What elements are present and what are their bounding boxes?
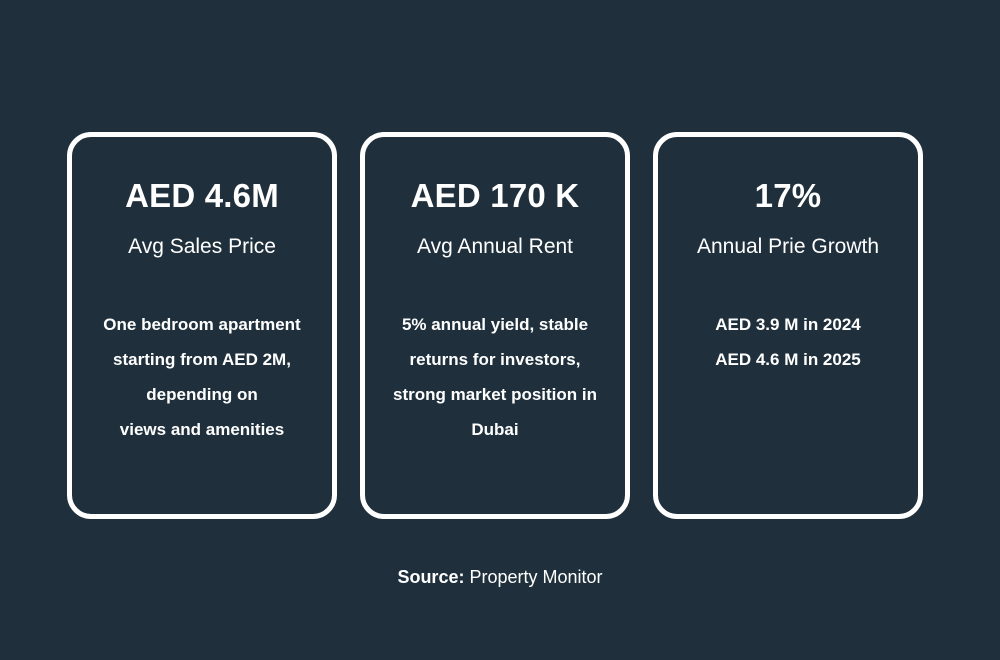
- stat-value: AED 4.6M: [125, 177, 279, 214]
- stat-card-annual-rent: AED 170 K Avg Annual Rent 5% annual yiel…: [360, 132, 630, 519]
- source-label: Source:: [397, 567, 465, 587]
- stat-card-sales-price: AED 4.6M Avg Sales Price One bedroom apa…: [67, 132, 337, 519]
- stat-description: 5% annual yield, stable returns for inve…: [375, 307, 615, 447]
- stat-description-line: 5% annual yield, stable: [401, 315, 589, 334]
- stat-description-line: depending on: [146, 385, 258, 404]
- stat-description-line: One bedroom apartment: [103, 315, 301, 334]
- stat-description-line: starting from AED 2M,: [113, 350, 291, 369]
- stat-description-line: views and amenities: [119, 420, 285, 439]
- stat-description-line: AED 4.6 M in 2025: [715, 350, 861, 369]
- stat-value: AED 170 K: [410, 177, 580, 214]
- source-value: Property Monitor: [469, 567, 603, 587]
- stat-description: AED 3.9 M in 2024 AED 4.6 M in 2025: [668, 307, 908, 377]
- stat-label: Annual Prie Growth: [696, 235, 880, 258]
- stat-description-line: returns for investors,: [409, 350, 581, 369]
- stat-description-line: Dubai: [471, 420, 519, 439]
- stat-label: Avg Annual Rent: [416, 235, 574, 258]
- stat-label: Avg Sales Price: [128, 235, 276, 258]
- stat-value: 17%: [754, 177, 822, 214]
- stat-description-line: AED 3.9 M in 2024: [715, 315, 861, 334]
- stat-description-line: strong market position in: [392, 385, 598, 404]
- stat-description: One bedroom apartment starting from AED …: [82, 307, 322, 447]
- source-note: Source: Property Monitor: [0, 567, 1000, 588]
- stat-card-price-growth: 17% Annual Prie Growth AED 3.9 M in 2024…: [653, 132, 923, 519]
